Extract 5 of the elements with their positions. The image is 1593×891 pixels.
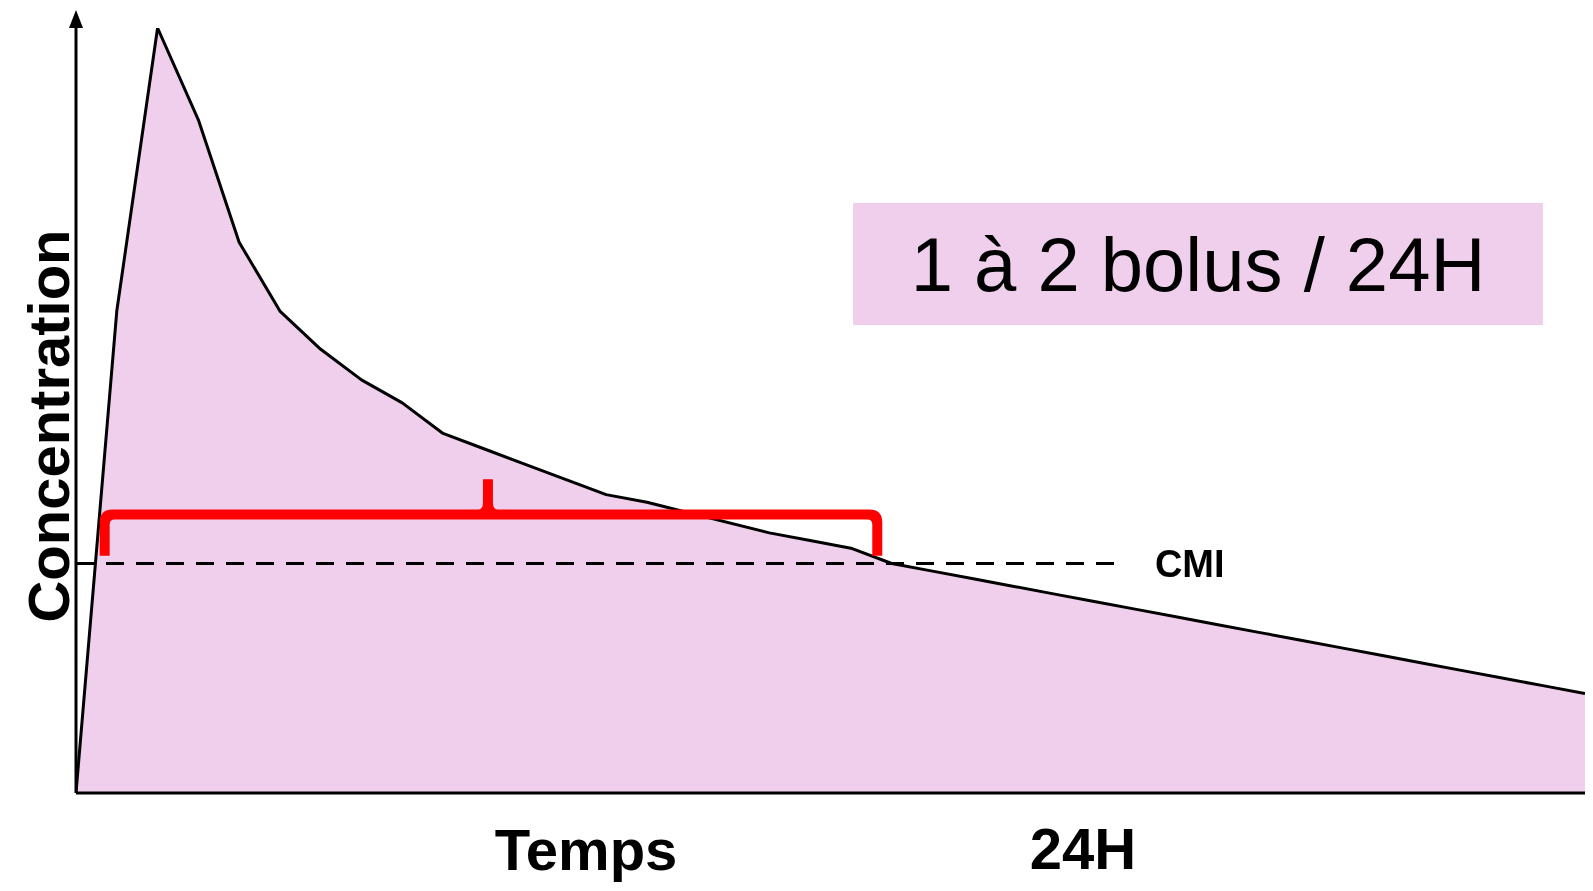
y-axis-title: Concentration <box>14 229 82 623</box>
ref-line-label: CMI <box>1154 542 1225 585</box>
text: 24H <box>1028 815 1138 881</box>
x-axis-title: Temps <box>494 817 678 882</box>
annotation: 1 à 2 bolus / 24H <box>853 203 1543 325</box>
